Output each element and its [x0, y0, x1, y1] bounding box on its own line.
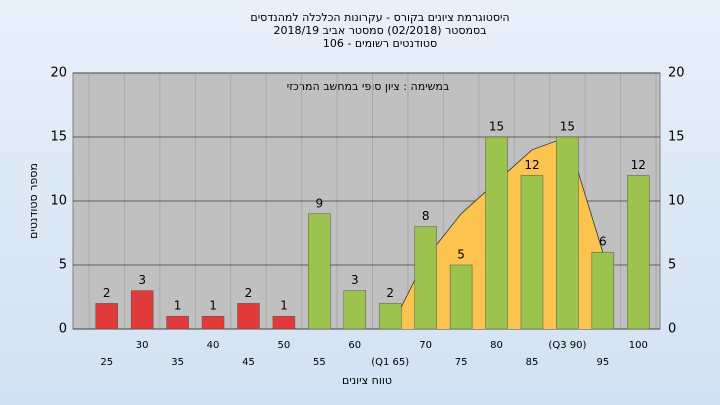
x-tick-label: 75: [455, 357, 468, 368]
x-tick-label: 80: [490, 340, 503, 351]
bar: [414, 226, 437, 330]
value-label: 5: [457, 248, 465, 262]
y-tick-label: 10: [50, 194, 67, 209]
value-label: 1: [209, 299, 217, 313]
y-tick-label: 0: [59, 322, 67, 337]
bar: [556, 136, 579, 330]
bar: [130, 290, 154, 330]
x-tick-label: 100: [629, 340, 648, 351]
value-label: 2: [103, 286, 111, 300]
bar: [343, 290, 367, 330]
bar: [237, 303, 260, 330]
x-tick-label: 25: [100, 357, 113, 368]
x-tick-label: 55: [313, 357, 326, 368]
x-tick-label: 95: [596, 357, 609, 368]
y2-tick-label: 0: [668, 322, 676, 337]
y-tick-label: 15: [50, 130, 67, 145]
x-tick-label: (Q3 90): [548, 340, 586, 351]
annotation: במשימה : ציון סופי במחשב המרכזי: [287, 80, 450, 93]
bar: [520, 175, 544, 330]
bar: [627, 175, 650, 330]
bar: [166, 315, 189, 330]
y-tick-label: 5: [59, 258, 67, 273]
bar: [95, 303, 118, 330]
x-tick-label: 35: [171, 357, 184, 368]
bar: [308, 213, 331, 330]
bar: [449, 264, 473, 330]
value-label: 2: [386, 286, 394, 300]
x-tick-label: 30: [136, 340, 149, 351]
x-tick-label: 50: [278, 340, 291, 351]
title: היסטוגרמת ציונים בקורס - עקרונות הכלכלה …: [250, 11, 509, 24]
value-label: 3: [138, 273, 146, 287]
bar: [378, 303, 402, 330]
value-label: 9: [316, 196, 324, 210]
value-label: 15: [489, 120, 504, 134]
x-tick-label: (Q1 65): [371, 357, 409, 368]
value-label: 15: [560, 120, 575, 134]
bar: [201, 315, 225, 330]
x-axis-label: טווח ציונים: [342, 374, 392, 387]
value-label: 1: [280, 299, 288, 313]
title: בסמסטר (02/2018) סמסטר אביב 2018/19: [273, 24, 486, 37]
bar: [591, 251, 615, 330]
y2-tick-label: 20: [668, 66, 685, 81]
y2-tick-label: 15: [668, 130, 685, 145]
value-label: 3: [351, 273, 359, 287]
x-tick-label: 85: [526, 357, 539, 368]
bar: [272, 315, 296, 330]
value-label: 6: [599, 235, 607, 249]
x-tick-label: 70: [419, 340, 432, 351]
y-axis-label: מספר סטודנטים: [27, 163, 40, 239]
x-tick-label: 40: [207, 340, 220, 351]
value-label: 1: [174, 299, 182, 313]
value-label: 8: [422, 209, 430, 223]
value-label: 2: [245, 286, 253, 300]
x-tick-label: 45: [242, 357, 255, 368]
bar: [485, 136, 508, 330]
title: סטודנטים רשומים - 106: [323, 37, 437, 50]
value-label: 12: [524, 158, 539, 172]
value-label: 12: [631, 158, 646, 172]
y2-tick-label: 10: [668, 194, 685, 209]
x-tick-label: 60: [348, 340, 361, 351]
y2-tick-label: 5: [668, 258, 676, 273]
y-tick-label: 20: [50, 66, 67, 81]
